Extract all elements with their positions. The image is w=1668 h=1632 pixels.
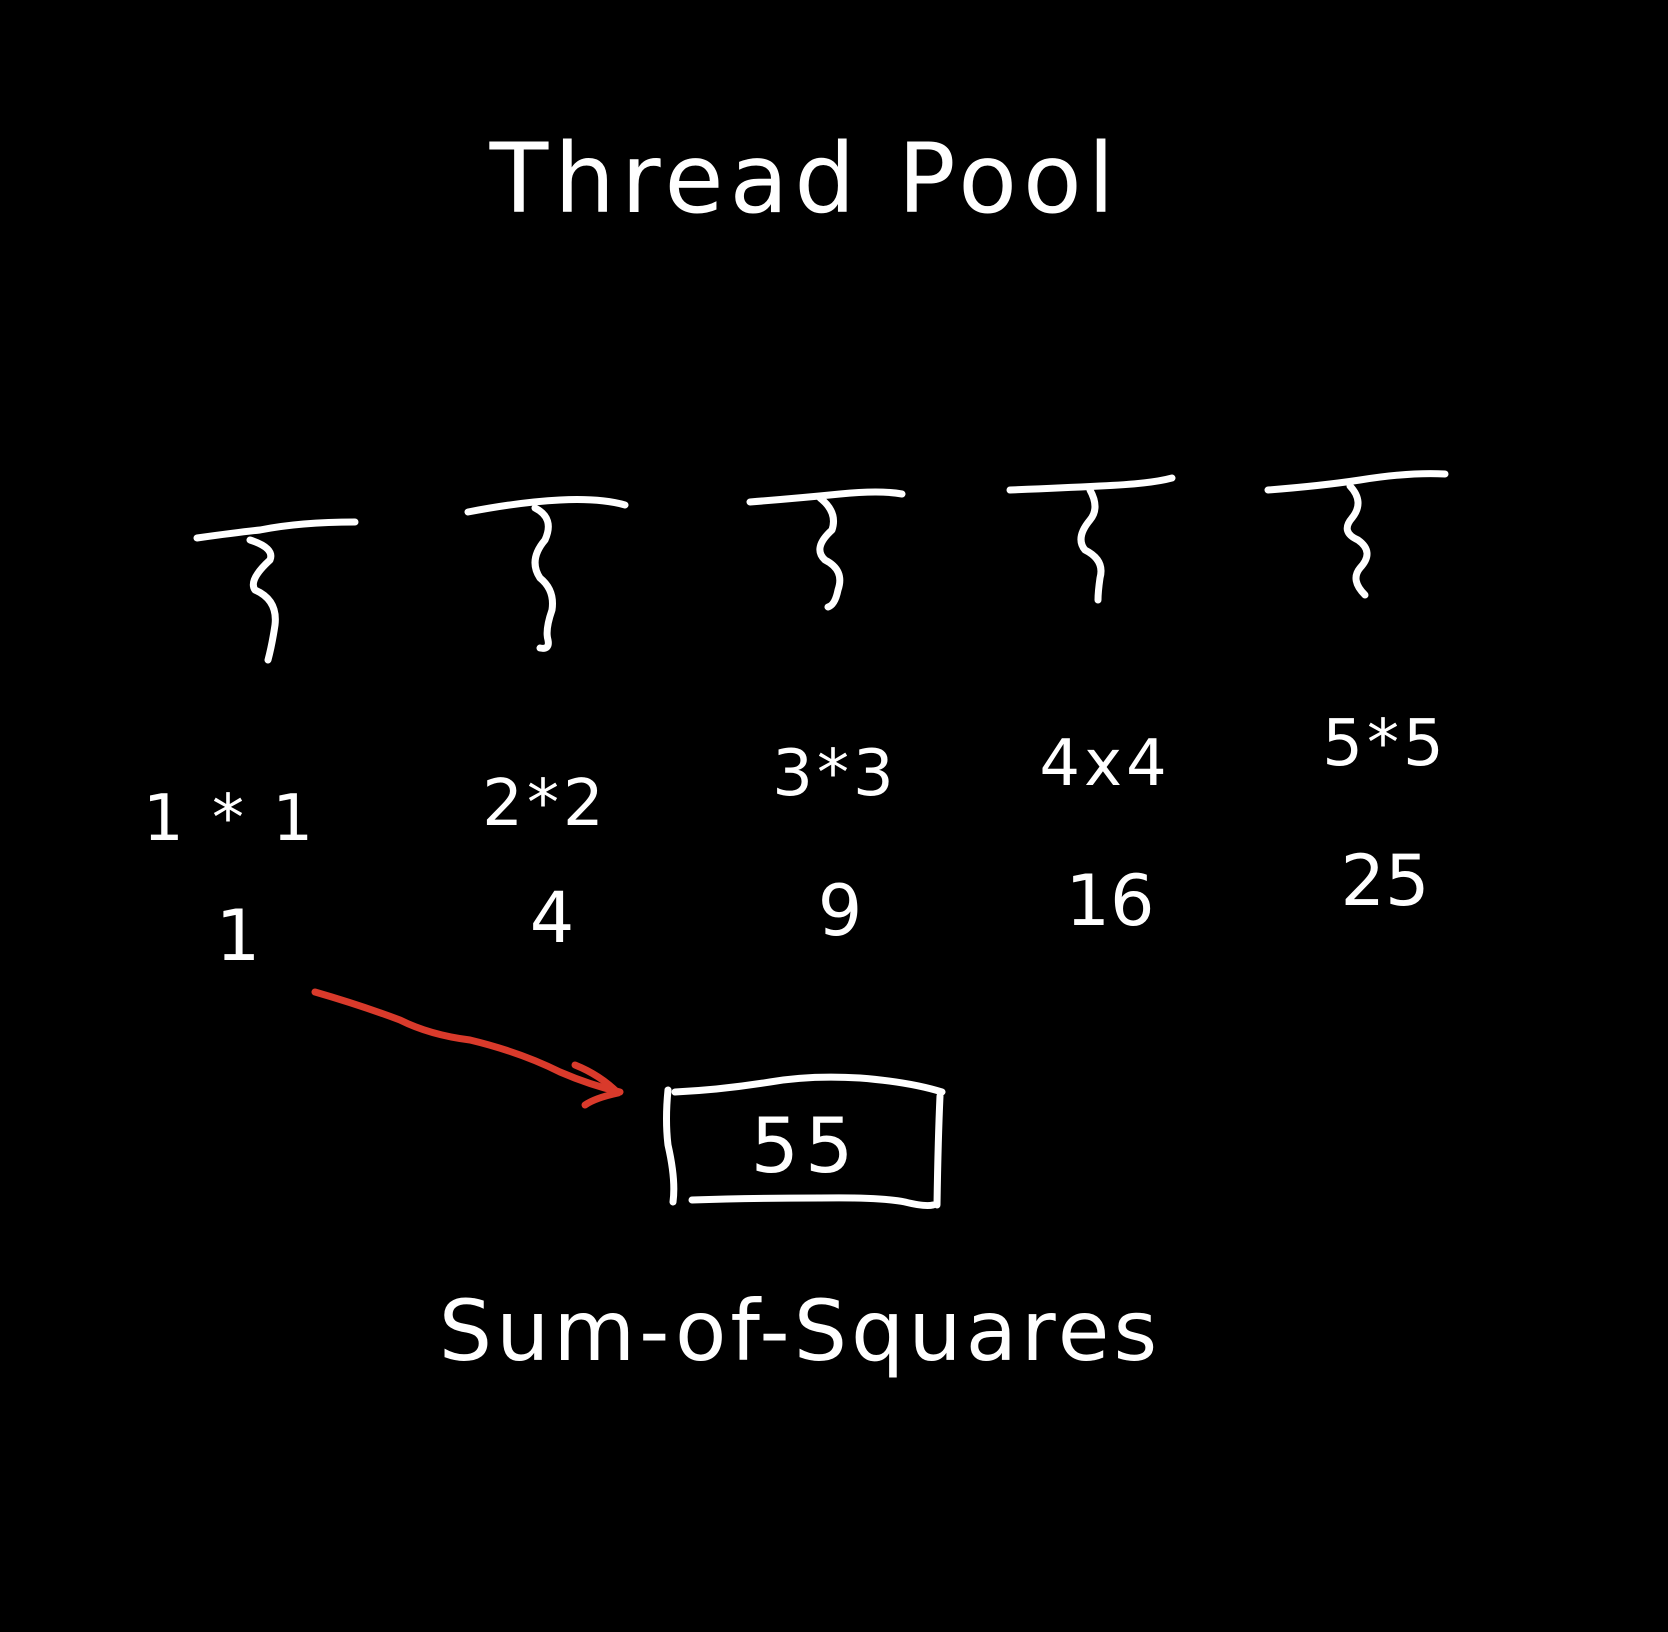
thread-5-expression: 5*5	[1322, 707, 1447, 781]
thread-2-result: 4	[530, 877, 575, 959]
diagram-caption: Sum-of-Squares	[439, 1282, 1161, 1380]
thread-3-result: 9	[818, 870, 863, 952]
thread-4-result: 16	[1065, 860, 1154, 942]
sum-arrow	[311, 988, 624, 1109]
thread-1-result: 1	[216, 895, 261, 977]
total-value: 55	[751, 1101, 860, 1190]
thread-icon-3	[746, 488, 906, 611]
thread-3-expression: 3*3	[772, 737, 897, 811]
diagram-title: Thread Pool	[489, 123, 1121, 235]
thread-icon-2	[464, 496, 629, 652]
thread-2-expression: 2*2	[482, 767, 607, 841]
thread-1-expression: 1 * 1	[143, 782, 317, 856]
thread-5-result: 25	[1340, 840, 1429, 922]
thread-icon-5	[1264, 470, 1449, 599]
thread-4-expression: 4x4	[1039, 727, 1170, 801]
total-box	[663, 1073, 946, 1210]
thread-icon-1	[193, 518, 359, 664]
thread-icon-4	[1006, 474, 1176, 604]
